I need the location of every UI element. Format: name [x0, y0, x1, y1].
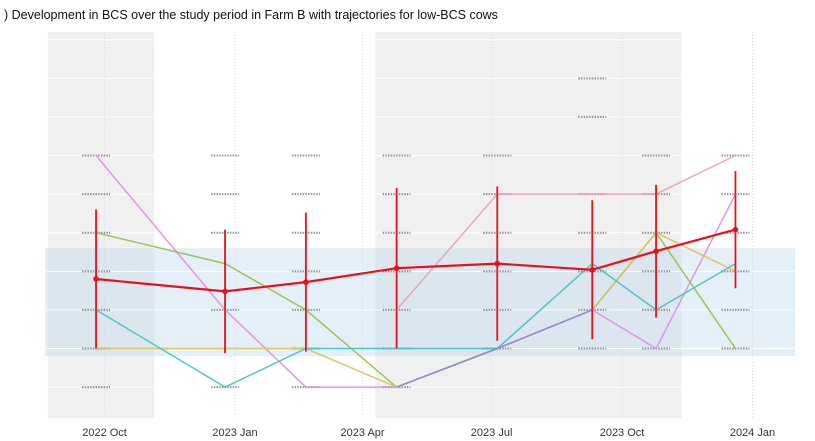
- x-axis-ticks: 2022 Oct 2023 Jan 2023 Apr 2023 Jul 2023 Oct…: [82, 427, 775, 439]
- trajectory-line: [396, 154, 736, 311]
- x-tick-label: 2023 Jul: [471, 427, 513, 439]
- mean-point: [93, 276, 99, 282]
- x-tick-label: 2023 Oct: [600, 427, 645, 439]
- mean-line: [95, 228, 736, 293]
- chart-title: ) Development in BCS over the study peri…: [4, 8, 498, 22]
- mean-line-group: [93, 226, 739, 295]
- shaded-value-band: [45, 248, 795, 357]
- shaded-time-band: [375, 32, 682, 418]
- trajectory-lines: [95, 154, 737, 388]
- mean-point: [653, 248, 659, 255]
- x-tick-label: 2023 Apr: [341, 427, 385, 439]
- mean-point: [393, 265, 400, 272]
- mean-point: [732, 226, 739, 233]
- mean-point: [494, 260, 501, 267]
- x-tick-label: 2022 Oct: [82, 427, 127, 439]
- x-tick-label: 2023 Jan: [212, 427, 257, 439]
- x-tick-label: 2024 Jan: [730, 427, 775, 439]
- shaded-time-band: [47, 32, 155, 418]
- mean-point: [222, 288, 228, 295]
- trajectory-line: [95, 262, 736, 388]
- mean-point: [589, 266, 596, 273]
- background-bands: [45, 32, 795, 418]
- trajectory-line: [396, 309, 593, 388]
- mean-point: [303, 279, 309, 285]
